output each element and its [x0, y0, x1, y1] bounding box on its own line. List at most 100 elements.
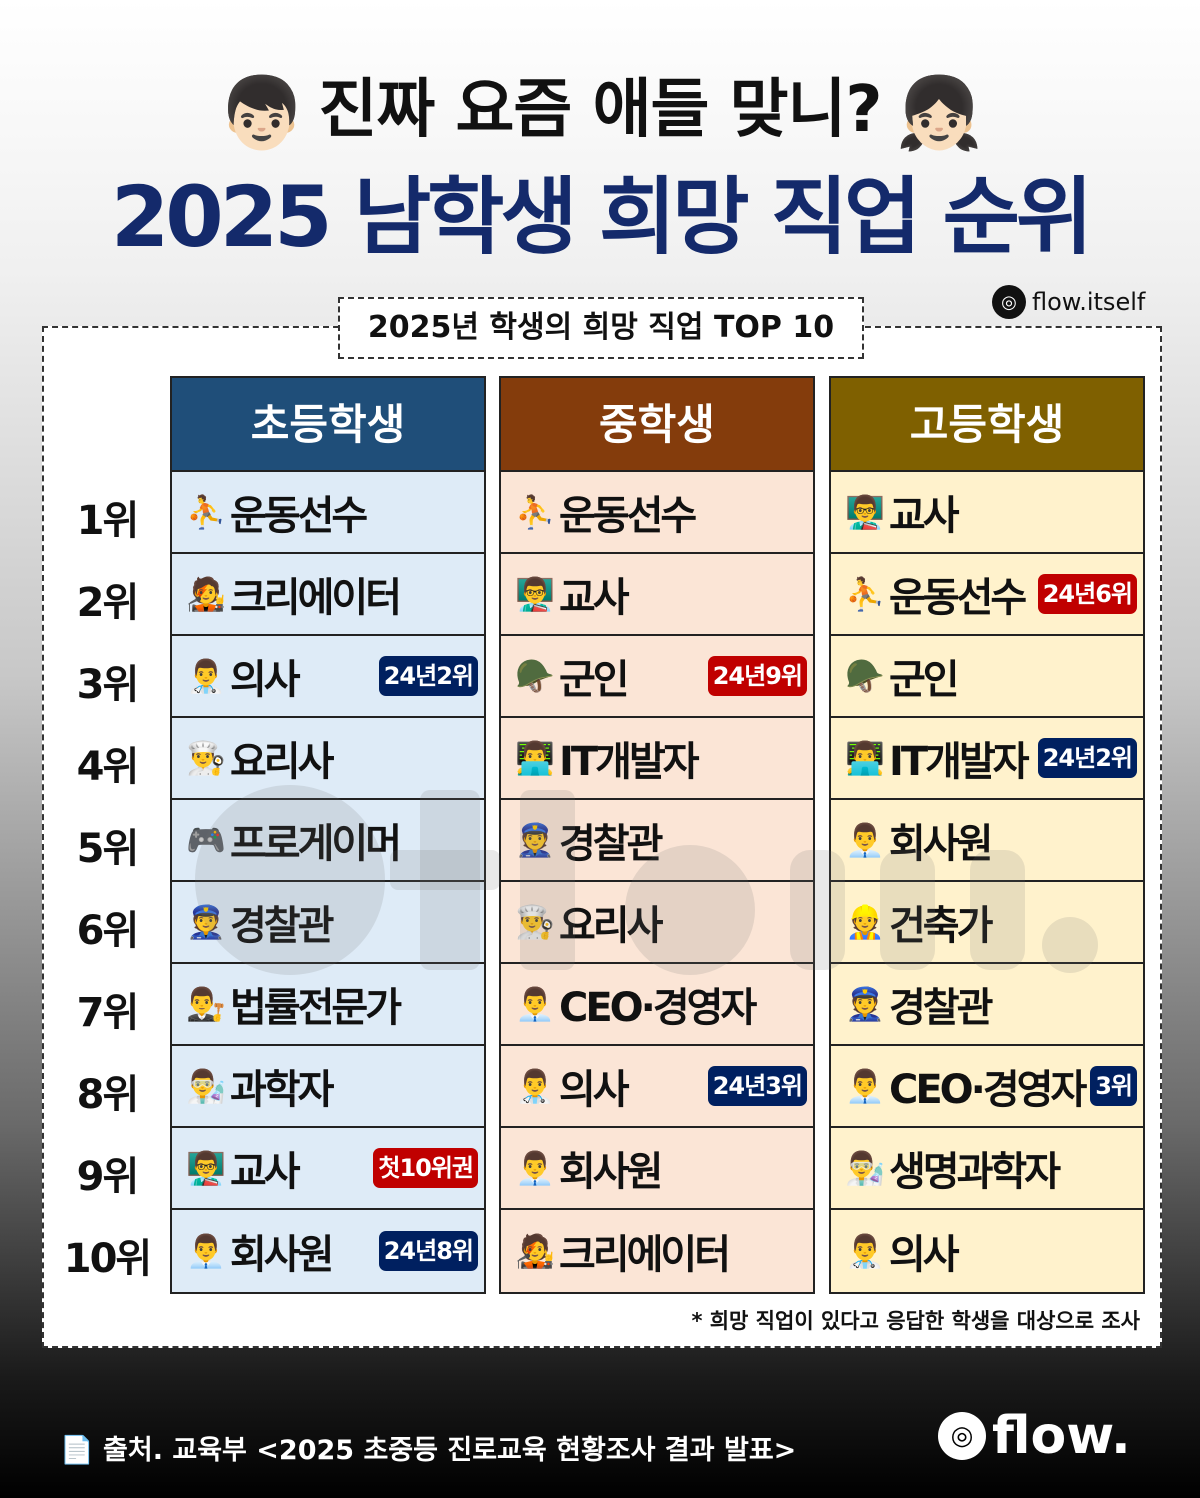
rank-change-badge: 첫10위권: [373, 1148, 478, 1188]
job-icon: 👨‍🏫: [845, 493, 885, 531]
job-name: 과학자: [230, 1067, 334, 1113]
table-cell: 👨‍🔬 과학자: [172, 1046, 484, 1128]
job-name: 회사원: [230, 1232, 334, 1278]
instagram-icon: ◎: [992, 285, 1026, 319]
job-icon: 👨‍💼: [515, 1149, 555, 1187]
column-header: 중학생: [501, 378, 813, 472]
rank-label: 6위: [76, 908, 140, 954]
rank-label: 3위: [76, 662, 140, 708]
table-cell: 👮 경찰관: [831, 964, 1143, 1046]
boy-emoji-icon: 👦🏻: [218, 71, 305, 154]
rank-label: 1위: [76, 498, 140, 544]
job-icon: 👨‍⚖️: [186, 985, 226, 1023]
job-icon: 👨‍💼: [186, 1232, 226, 1270]
logo-text: flow.: [992, 1406, 1131, 1466]
job-icon: 🪖: [845, 657, 885, 695]
table-cell: 👨‍⚕️ 의사 24년2위: [172, 636, 484, 718]
job-name: IT개발자: [559, 739, 700, 785]
job-name: 교사: [889, 493, 960, 539]
job-name: CEO·경영자: [559, 985, 757, 1031]
table-cell: 👨‍🏫 교사 첫10위권: [172, 1128, 484, 1210]
job-name: 법률전문가: [230, 985, 402, 1031]
job-icon: 👨‍⚕️: [515, 1067, 555, 1105]
job-name: 의사: [559, 1067, 630, 1113]
job-name: 회사원: [559, 1149, 663, 1195]
job-name: 경찰관: [889, 985, 993, 1031]
job-name: 크리에이터: [230, 575, 402, 621]
job-name: 요리사: [230, 739, 334, 785]
rank-label: 10위: [63, 1236, 152, 1282]
table-cell: 👨‍💻 IT개발자 24년2위: [831, 718, 1143, 800]
job-name: 건축가: [889, 903, 993, 949]
job-name: CEO·경영자: [889, 1067, 1087, 1113]
table-cell: 🪖 군인: [831, 636, 1143, 718]
job-icon: 👨‍🍳: [186, 739, 226, 777]
table-cell: 👮 경찰관: [172, 882, 484, 964]
table-cell: 👷 건축가: [831, 882, 1143, 964]
job-icon: 👨‍🏫: [515, 575, 555, 613]
job-name: 군인: [559, 657, 630, 703]
rank-label: 5위: [76, 826, 140, 872]
rank-label: 7위: [76, 990, 140, 1036]
column-header: 고등학생: [831, 378, 1143, 472]
job-name: 군인: [889, 657, 960, 703]
table-cell: 👨‍🍳 요리사: [172, 718, 484, 800]
column-header: 초등학생: [172, 378, 484, 472]
table-cell: 👨‍⚕️ 의사: [831, 1210, 1143, 1292]
title-line-1: 👦🏻 진짜 요즘 애들 맞니? 👧🏻: [0, 58, 1200, 155]
job-icon: 👨‍💼: [845, 821, 885, 859]
table-cell: ⛹️ 운동선수: [501, 472, 813, 554]
job-icon: 👨‍🏫: [186, 1149, 226, 1187]
rank-label: 8위: [76, 1072, 140, 1118]
table-cell: 👮 경찰관: [501, 800, 813, 882]
table-cell: 👨‍💼 회사원 24년8위: [172, 1210, 484, 1292]
job-name: 경찰관: [230, 903, 334, 949]
table-cell: ⛹️ 운동선수 24년6위: [831, 554, 1143, 636]
source-text: 📄 출처. 교육부 <2025 초중등 진로교육 현황조사 결과 발표>: [60, 1428, 796, 1467]
job-icon: 👨‍🔬: [186, 1067, 226, 1105]
job-icon: ⛹️: [845, 575, 885, 613]
table-cell: 👨‍💼 CEO·경영자: [501, 964, 813, 1046]
job-name: 운동선수: [559, 493, 697, 539]
table-cell: 👨‍🍳 요리사: [501, 882, 813, 964]
column-1: 중학생 ⛹️ 운동선수 👨‍🏫 교사 🪖 군인 24년9위 👨‍💻 IT개발자 👮 경찰관 👨‍🍳 요리사…: [499, 376, 815, 1294]
job-name: 의사: [230, 657, 301, 703]
girl-emoji-icon: 👧🏻: [895, 71, 983, 154]
document-icon: 📄: [60, 1435, 94, 1466]
job-icon: 👨‍⚕️: [845, 1232, 885, 1270]
table-cell: 👨‍💼 CEO·경영자 3위: [831, 1046, 1143, 1128]
rank-change-badge: 24년8위: [378, 1231, 478, 1271]
job-name: 교사: [230, 1149, 301, 1195]
rank-change-badge: 24년3위: [707, 1066, 807, 1106]
job-name: 운동선수: [230, 493, 368, 539]
instagram-handle: ◎ flow.itself: [992, 285, 1145, 319]
title-text: 진짜 요즘 애들 맞니?: [318, 73, 882, 147]
rank-change-badge: 24년6위: [1037, 574, 1137, 614]
job-name: 회사원: [889, 821, 993, 867]
job-icon: 🧑‍🎤: [186, 575, 226, 613]
page-title: 2025 남학생 희망 직업 순위: [110, 168, 1093, 266]
source-label: 출처. 교육부 <2025 초중등 진로교육 현황조사 결과 발표>: [103, 1435, 797, 1466]
table-cell: 🧑‍🎤 크리에이터: [172, 554, 484, 636]
rank-label: 4위: [76, 744, 140, 790]
column-2: 고등학생 👨‍🏫 교사 ⛹️ 운동선수 24년6위 🪖 군인 👨‍💻 IT개발자 24년2위 👨‍💼 회…: [829, 376, 1145, 1294]
job-icon: 🧑‍🎤: [515, 1232, 555, 1270]
job-name: 교사: [559, 575, 630, 621]
job-icon: ⛹️: [515, 493, 555, 531]
table-cell: 👨‍💼 회사원: [501, 1128, 813, 1210]
rank-change-badge: 24년2위: [1037, 738, 1137, 778]
job-icon: 👨‍⚕️: [186, 657, 226, 695]
job-name: 크리에이터: [559, 1232, 731, 1278]
job-icon: 👮: [845, 985, 885, 1023]
instagram-icon: ◎: [938, 1412, 986, 1460]
rank-change-badge: 24년2위: [378, 656, 478, 696]
rank-label: 2위: [76, 580, 140, 626]
table-cell: 👨‍💼 회사원: [831, 800, 1143, 882]
table-cell: 🧑‍🎤 크리에이터: [501, 1210, 813, 1292]
job-icon: 👨‍💻: [515, 739, 555, 777]
job-icon: 🪖: [515, 657, 555, 695]
column-0: 초등학생 ⛹️ 운동선수 🧑‍🎤 크리에이터 👨‍⚕️ 의사 24년2위 👨‍🍳 요리사 🎮 프로게이…: [170, 376, 486, 1294]
job-name: 운동선수: [889, 575, 1027, 621]
job-icon: 👨‍💻: [845, 739, 885, 777]
job-icon: 👨‍💼: [845, 1067, 885, 1105]
